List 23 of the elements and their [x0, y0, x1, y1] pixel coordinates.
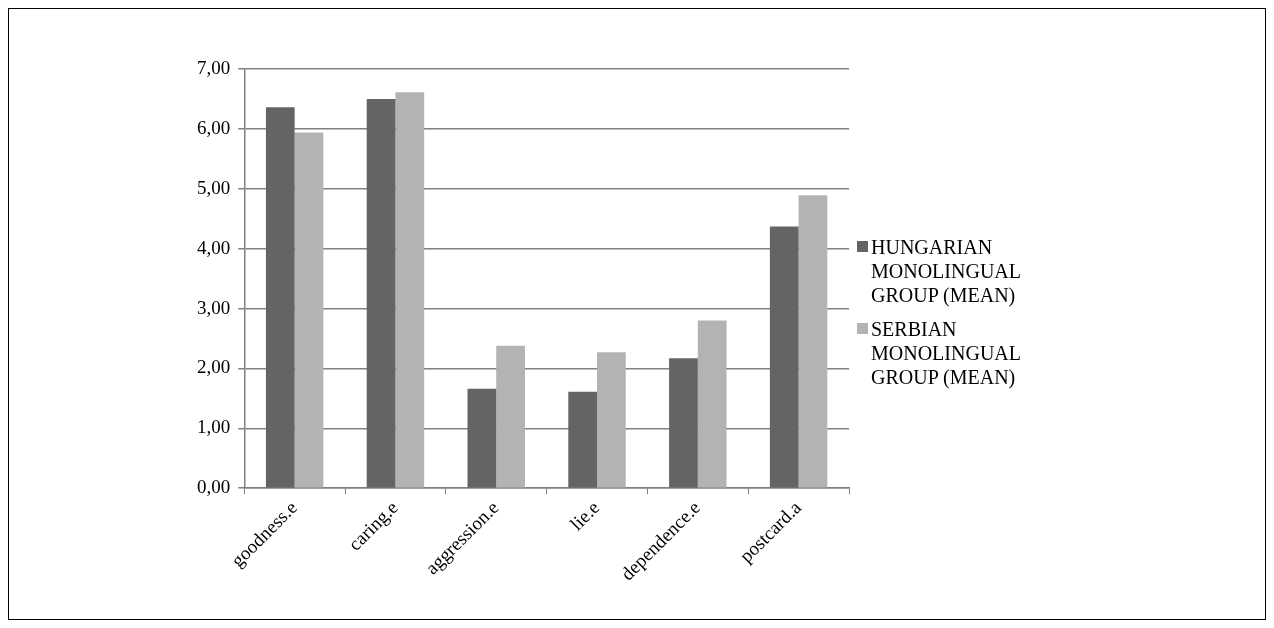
bar [597, 352, 626, 488]
y-tick-label: 6,00 [197, 116, 231, 138]
x-tick-label: lie.e [565, 496, 604, 535]
y-tick-label: 5,00 [197, 176, 231, 198]
bar [294, 132, 324, 488]
legend-label: SERBIAN MONOLINGUAL GROUP (MEAN) [871, 317, 1022, 389]
bar [568, 391, 598, 488]
y-tick-label: 7,00 [197, 56, 231, 78]
y-tick-label: 4,00 [197, 236, 231, 258]
y-tick-label: 0,00 [197, 476, 231, 498]
bar [265, 107, 295, 488]
bar [366, 98, 396, 488]
y-tick-label: 2,00 [197, 356, 231, 378]
bar [798, 195, 828, 488]
y-tick-label: 1,00 [197, 416, 231, 438]
bar [395, 92, 425, 488]
bar [496, 345, 525, 488]
bar [697, 320, 727, 488]
y-tick-label: 3,00 [197, 296, 231, 318]
bar [769, 226, 799, 488]
bar [467, 388, 497, 488]
bar [669, 358, 698, 488]
legend-label: HUNGARIAN MONOLINGUAL GROUP (MEAN) [871, 235, 1022, 307]
